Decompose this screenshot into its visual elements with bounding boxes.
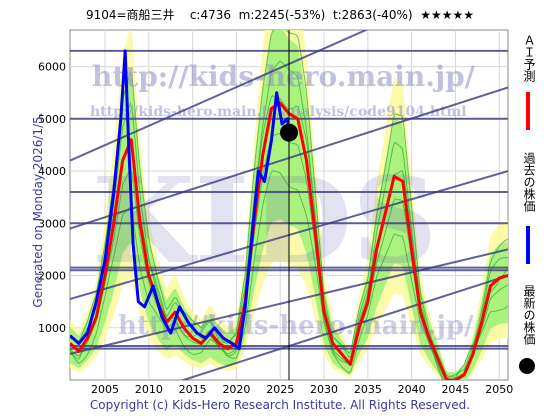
legend-ai-forecast: ＡＩ予測 xyxy=(521,34,538,82)
legend-latest: 最新の株価 xyxy=(521,285,538,345)
legend-ai-forecast-label: ＡＩ予測 xyxy=(522,34,536,82)
legend-latest-label: 最新の株価 xyxy=(522,285,536,345)
chart-header: 9104=商船三井 c:4736 m:2245(-53%) t:2863(-40… xyxy=(0,6,560,23)
generated-date-label: Generated on Monday 2026/1/5. xyxy=(31,112,45,308)
current-price: c:4736 xyxy=(189,8,232,22)
legend-history-label: 過去の株価 xyxy=(522,152,536,212)
legend-ai-forecast-swatch xyxy=(526,92,530,130)
target-price: t:2863(-40%) xyxy=(332,8,413,22)
y-tick-label: 4000 xyxy=(38,165,66,178)
past-price-line xyxy=(70,49,291,351)
y-tick-label: 3000 xyxy=(38,217,66,230)
y-tick-label: 6000 xyxy=(38,61,66,74)
x-tick-label: 2030 xyxy=(310,383,338,396)
stock-code-name: 9104=商船三井 xyxy=(85,8,175,22)
legend-history-swatch xyxy=(526,226,530,264)
y-tick-label: 1000 xyxy=(38,322,66,335)
y-tick-label: 2000 xyxy=(38,270,66,283)
legend-history: 過去の株価 xyxy=(521,152,538,212)
x-axis-ticks: 2005 2010 2015 2020 2025 2030 2035 2040 2045 2050 xyxy=(91,383,513,396)
watermark-url-analysis: http://kids-hero.main.jp/analysis/code91… xyxy=(90,104,467,120)
x-tick-label: 2045 xyxy=(441,383,469,396)
legend-latest-dot xyxy=(519,358,535,374)
x-tick-label: 2025 xyxy=(266,383,294,396)
x-tick-label: 2010 xyxy=(135,383,163,396)
y-axis-ticks: 1000 2000 3000 4000 5000 6000 xyxy=(38,61,66,335)
x-tick-label: 2015 xyxy=(179,383,207,396)
watermark-url-main: http://kids-hero.main.jp/ xyxy=(92,60,476,93)
x-tick-label: 2040 xyxy=(398,383,426,396)
latest-price-dot xyxy=(280,123,298,142)
x-tick-label: 2005 xyxy=(91,383,119,396)
copyright-footer: Copyright (c) Kids-Hero Research Institu… xyxy=(89,398,471,412)
min-price: m:2245(-53%) xyxy=(238,8,326,22)
x-tick-label: 2035 xyxy=(354,383,382,396)
y-tick-label: 5000 xyxy=(38,113,66,126)
x-tick-label: 2020 xyxy=(222,383,250,396)
rating-stars: ★★★★★ xyxy=(420,8,475,22)
x-tick-label: 2050 xyxy=(485,383,513,396)
